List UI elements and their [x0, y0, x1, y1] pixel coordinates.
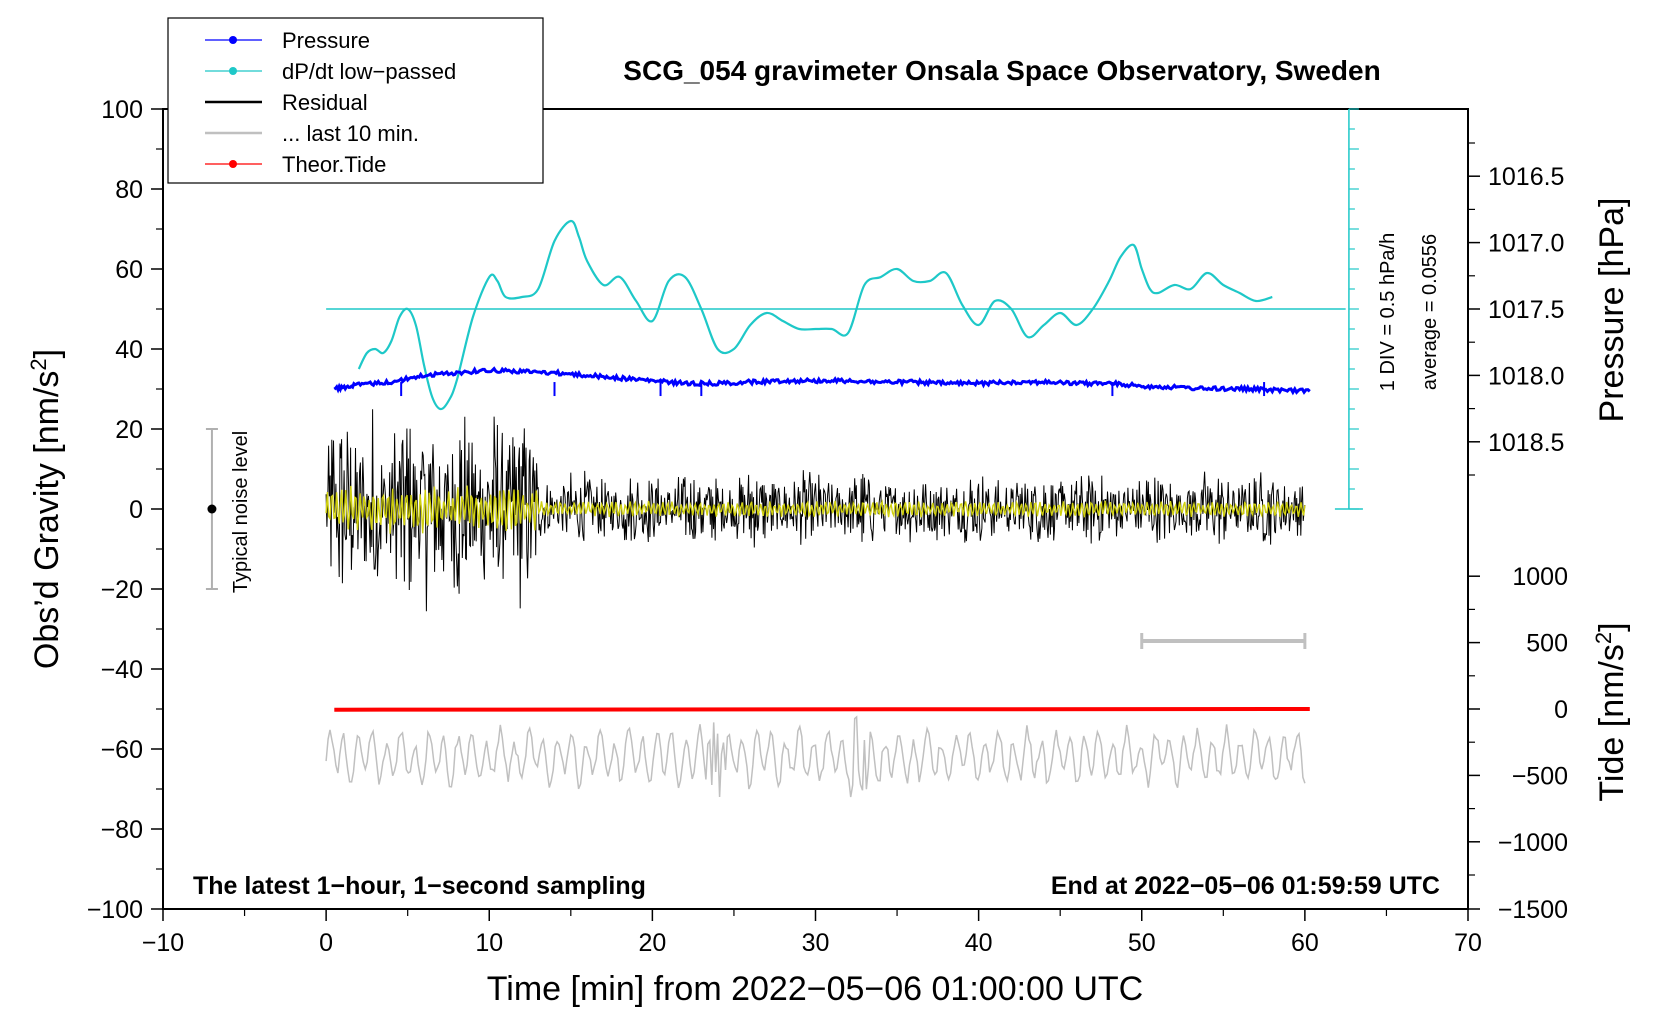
pressure-tick-label: 1017.5: [1488, 296, 1564, 324]
y-axis-label-pressure: Pressure [hPa]: [1593, 198, 1631, 423]
tide-axis-ticks: −1500 −1000 −500 0 500 1000: [1468, 563, 1568, 924]
pressure-axis-ticks: 1016.5 1017.0 1017.5 1018.0 1018.5: [1468, 142, 1564, 476]
pressure-line: [333, 366, 1311, 396]
x-tick-label: 70: [1454, 929, 1482, 957]
tide-tick-label: 0: [1554, 696, 1568, 724]
x-tick-label: −10: [142, 929, 184, 957]
legend-label: Residual: [282, 90, 368, 115]
y-tick-label: 40: [115, 336, 143, 364]
x-tick-label: 30: [802, 929, 830, 957]
dpdt-scale-bar: [1334, 108, 1363, 510]
y-axis-label-tide: Tide [nm/s2]: [1591, 622, 1631, 801]
dpdt-line: [357, 219, 1273, 411]
legend-label: Theor.Tide: [282, 152, 386, 177]
y-tick-label: −100: [87, 896, 143, 924]
legend-swatch-marker: [229, 36, 237, 44]
pressure-tick-label: 1016.5: [1488, 163, 1564, 191]
residual-line: [325, 409, 1306, 612]
y-axis-label-left: Obs’d Gravity [nm/s2]: [26, 349, 66, 669]
legend-label: ... last 10 min.: [282, 121, 419, 146]
residual-lowpass-line: [325, 485, 1306, 534]
bottom-left-note: The latest 1−hour, 1−second sampling: [193, 872, 646, 900]
pressure-tick-label: 1018.5: [1488, 429, 1564, 457]
chart-title: SCG_054 gravimeter Onsala Space Observat…: [623, 55, 1380, 86]
last-10-min-line: [325, 715, 1306, 798]
y-axis-ticks: −100 −80 −60 −40 −20 0 20 40 60 80 100: [87, 96, 163, 924]
tide-tick-label: −1000: [1498, 829, 1568, 857]
x-tick-label: 40: [965, 929, 993, 957]
div-label: 1 DIV = 0.5 hPa/h: [1377, 233, 1399, 391]
noise-level-label: Typical noise level: [230, 431, 252, 593]
tide-line: [334, 707, 1310, 712]
bottom-right-note: End at 2022−05−06 01:59:59 UTC: [1051, 872, 1440, 900]
legend-items: Pressure dP/dt low−passed Residual ... last…: [205, 28, 456, 177]
average-label: average = 0.0556: [1419, 234, 1441, 390]
y-tick-label: −40: [101, 656, 143, 684]
y-tick-label: 100: [101, 96, 143, 124]
legend-box: [167, 17, 544, 184]
y-tick-label: −60: [101, 736, 143, 764]
tide-tick-label: 500: [1526, 630, 1568, 658]
y-tick-label: 0: [129, 496, 143, 524]
y-tick-label: −20: [101, 576, 143, 604]
tide-tick-label: 1000: [1512, 563, 1568, 591]
pressure-tick-label: 1018.0: [1488, 362, 1564, 390]
tide-tick-label: −500: [1512, 762, 1568, 790]
y-tick-label: −80: [101, 816, 143, 844]
series-layer: [205, 219, 1346, 798]
x-axis-label: Time [min] from 2022−05−06 01:00:00 UTC: [487, 970, 1143, 1008]
legend-swatch-marker: [229, 160, 237, 168]
y-tick-label: 60: [115, 256, 143, 284]
legend-label: dP/dt low−passed: [282, 59, 456, 84]
x-axis-ticks: −10 0 10 20 30 40 50 60 70: [142, 909, 1482, 957]
tide-tick-label: −1500: [1498, 896, 1568, 924]
legend-swatch-marker: [229, 67, 237, 75]
y-tick-label: 20: [115, 416, 143, 444]
x-tick-label: 60: [1291, 929, 1319, 957]
pressure-tick-label: 1017.0: [1488, 230, 1564, 258]
y-tick-label: 80: [115, 176, 143, 204]
legend: Pressure dP/dt low−passed Residual ... last…: [167, 17, 544, 184]
legend-label: Pressure: [282, 28, 370, 53]
x-tick-label: 50: [1128, 929, 1156, 957]
x-tick-label: 0: [319, 929, 333, 957]
noise-marker-dot: [207, 504, 217, 514]
x-tick-label: 10: [475, 929, 503, 957]
x-tick-label: 20: [638, 929, 666, 957]
